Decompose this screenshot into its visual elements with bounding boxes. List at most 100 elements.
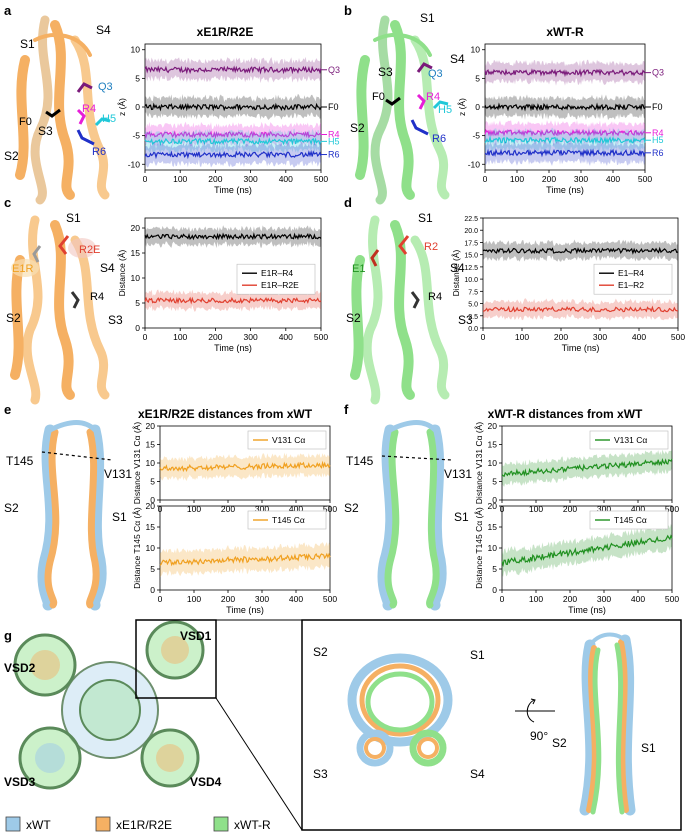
legend-label-d-0: E1–R4 — [618, 268, 644, 278]
struct-f-T145: T145 — [346, 454, 374, 468]
legend-label-f2-0: T145 Cα — [614, 515, 647, 525]
residue-sticks-c — [32, 235, 80, 309]
xlabel-f2: Time (ns) — [568, 605, 606, 615]
legend-label-xwtr: xWT-R — [234, 818, 271, 832]
protein-structure-b — [355, 15, 450, 205]
chart-e2: 0 100 200 300 400 500 0 5 10 15 20 Time (ns) Distanc… — [132, 501, 337, 615]
series-line-d-1 — [482, 305, 679, 313]
struct-g-S1b: S1 — [641, 741, 656, 755]
series-label-a-3: H5 — [328, 136, 340, 146]
legend-label-c-0: E1R–R4 — [261, 268, 293, 278]
xtick-label-e1-2: 200 — [221, 504, 235, 514]
struct-e-T145: T145 — [6, 454, 34, 468]
xtick-label-d-0: 0 — [481, 332, 486, 342]
series-line-e2-0 — [159, 552, 331, 567]
ytick-label-e1-3: 15 — [146, 440, 156, 450]
series-line-e1-0 — [159, 460, 331, 473]
zoom-box — [301, 619, 682, 831]
series-label-a-2: R4 — [328, 129, 340, 139]
ytick-label-d-5: 12.5 — [464, 265, 478, 272]
ytick-label-e2-3: 15 — [146, 522, 156, 532]
series-line-b-3 — [484, 135, 646, 145]
xlabel-d: Time (ns) — [562, 343, 600, 353]
panel-letter-c: c — [4, 195, 11, 210]
series-band-a-4 — [145, 141, 321, 168]
struct-a-F0: F0 — [19, 116, 32, 128]
series-line-a-0 — [144, 65, 322, 75]
series-line-b-4 — [484, 148, 646, 158]
xtick-label-d-5: 500 — [671, 332, 685, 342]
series-band-c-0 — [145, 225, 321, 249]
xlabel-e2: Time (ns) — [226, 605, 264, 615]
struct-g-S1: S1 — [470, 648, 485, 662]
struct-a-S4: S4 — [96, 23, 111, 37]
legend-label-e1-0: V131 Cα — [272, 435, 305, 445]
xtick-label-f2-5: 500 — [665, 594, 679, 604]
ytick-label-c-2: 10 — [131, 273, 141, 283]
title-b: xWT-R — [546, 25, 584, 39]
struct-g-VSD4: VSD4 — [190, 775, 222, 789]
panel-letter-e: e — [4, 402, 11, 417]
ytick-label-b-3: 5 — [475, 73, 480, 83]
xtick-label-b-0: 0 — [483, 174, 488, 184]
struct-c-S1: S1 — [66, 211, 81, 225]
ytick-label-b-1: -5 — [472, 131, 480, 141]
ytick-label-a-1: -5 — [132, 131, 140, 141]
ytick-label-e2-0: 0 — [150, 585, 155, 595]
struct-d-S1: S1 — [418, 211, 433, 225]
series-band-e2-0 — [160, 542, 330, 578]
panel-letter-g: g — [4, 628, 12, 643]
struct-b-S1: S1 — [420, 11, 435, 25]
ylabel-d: Distance (Å) — [451, 249, 461, 296]
chart-d: 0 100 200 300 400 500 0.0 2.5 5.0 7.5 10.0 12.5 15.0… — [451, 216, 685, 353]
series-line-d-0 — [482, 246, 679, 255]
struct-b-R6: R6 — [432, 133, 446, 145]
chart-f2: 0 100 200 300 400 500 0 5 10 15 20 Time (ns) Distanc… — [474, 501, 679, 615]
panel-letter-a: a — [4, 3, 12, 18]
struct-g-S2b: S2 — [552, 736, 567, 750]
struct-d-E1: E1 — [352, 263, 365, 275]
series-band-e1-0 — [160, 452, 330, 481]
legend-swatch-xe1r — [95, 816, 111, 832]
ytick-label-f1-4: 20 — [488, 421, 498, 431]
xtick-label-d-1: 100 — [515, 332, 529, 342]
title-f: xWT-R distances from xWT — [488, 407, 643, 421]
xtick-label-f1-1: 100 — [529, 504, 543, 514]
struct-d-S4: S4 — [450, 261, 465, 275]
ytick-label-d-9: 22.5 — [464, 216, 478, 223]
ytick-label-c-1: 5 — [135, 298, 140, 308]
ylabel-f2: Distance T145 Cα (Å) — [474, 507, 484, 589]
struct-g-VSD1: VSD1 — [180, 629, 212, 643]
panel-letter-d: d — [344, 195, 352, 210]
struct-g-S2: S2 — [313, 645, 328, 659]
ytick-label-b-2: 0 — [475, 102, 480, 112]
xtick-label-d-4: 400 — [632, 332, 646, 342]
struct-a-S2: S2 — [4, 149, 19, 163]
series-line-b-0 — [484, 68, 646, 78]
xtick-label-f1-4: 400 — [631, 504, 645, 514]
xtick-label-c-2: 200 — [208, 332, 222, 342]
ytick-label-b-4: 10 — [471, 45, 481, 55]
xtick-label-b-3: 300 — [574, 174, 588, 184]
struct-c-R2E: R2E — [79, 244, 100, 256]
xtick-label-c-5: 500 — [314, 332, 328, 342]
struct-a-Q3: Q3 — [98, 81, 113, 93]
ytick-label-e1-0: 0 — [150, 495, 155, 505]
legend-box-c — [236, 263, 316, 295]
xtick-label-d-3: 300 — [593, 332, 607, 342]
ytick-label-e2-1: 5 — [150, 564, 155, 574]
xtick-label-e2-0: 0 — [158, 594, 163, 604]
ytick-label-f1-2: 10 — [488, 458, 498, 468]
xtick-label-e2-4: 400 — [289, 594, 303, 604]
ytick-label-f2-0: 0 — [492, 585, 497, 595]
ytick-label-f1-1: 5 — [492, 477, 497, 487]
xtick-label-b-4: 400 — [606, 174, 620, 184]
struct-a-R6: R6 — [92, 146, 106, 158]
legend-box-f1 — [589, 430, 669, 450]
series-line-c-0 — [144, 232, 322, 241]
xtick-label-f1-2: 200 — [563, 504, 577, 514]
ytick-label-e1-4: 20 — [146, 421, 156, 431]
